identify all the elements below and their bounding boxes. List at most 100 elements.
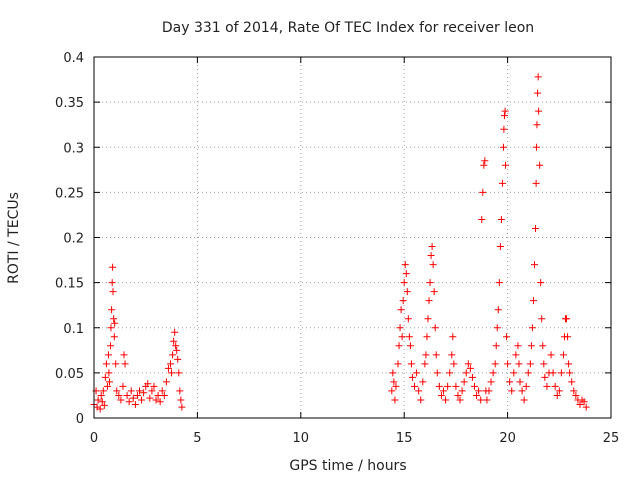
data-point <box>421 360 429 368</box>
data-point <box>395 342 403 350</box>
data-point <box>532 224 540 232</box>
data-point <box>111 319 119 327</box>
x-tick-label: 5 <box>193 431 201 446</box>
data-point <box>572 391 580 399</box>
data-point <box>388 387 396 395</box>
data-point <box>425 297 433 305</box>
data-point <box>485 387 493 395</box>
data-point <box>125 398 133 406</box>
data-point <box>94 396 102 404</box>
data-point <box>454 391 462 399</box>
data-point <box>408 373 416 381</box>
data-point <box>489 369 497 377</box>
data-point <box>105 369 113 377</box>
y-axis-ticks: 0 0.05 0.1 0.15 0.2 0.25 0.3 0.35 0.4 <box>55 51 611 427</box>
y-tick-label: 0.25 <box>55 186 84 201</box>
data-point <box>483 396 491 404</box>
data-point <box>419 378 427 386</box>
data-point <box>473 391 481 399</box>
data-point <box>430 288 438 296</box>
data-point <box>533 143 541 151</box>
data-point <box>537 279 545 287</box>
data-point <box>101 373 109 381</box>
data-point <box>404 315 412 323</box>
data-point <box>570 387 578 395</box>
x-tick-label: 15 <box>396 431 413 446</box>
x-tick-label: 20 <box>499 431 516 446</box>
data-point <box>481 157 489 165</box>
data-point <box>529 297 537 305</box>
data-point <box>500 112 508 120</box>
data-point <box>411 382 419 390</box>
data-point <box>559 351 567 359</box>
data-points <box>90 73 590 413</box>
data-point <box>504 360 512 368</box>
data-point <box>547 351 555 359</box>
data-point <box>450 360 458 368</box>
data-point <box>582 403 590 411</box>
data-point <box>108 279 116 287</box>
data-point <box>466 364 474 372</box>
data-point <box>104 351 112 359</box>
data-point <box>175 369 183 377</box>
data-point <box>399 297 407 305</box>
data-point <box>515 360 523 368</box>
x-axis-ticks: 0 5 10 15 20 25 <box>90 57 619 446</box>
data-point <box>576 400 584 408</box>
data-point <box>480 161 488 169</box>
data-point <box>133 391 141 399</box>
data-point <box>398 333 406 341</box>
data-point <box>442 396 450 404</box>
data-point <box>532 179 540 187</box>
data-point <box>433 369 441 377</box>
x-axis-label: GPS time / hours <box>289 458 406 474</box>
data-point <box>152 396 160 404</box>
data-point <box>146 394 154 402</box>
data-point <box>394 360 402 368</box>
data-point <box>148 387 156 395</box>
data-point <box>413 369 421 377</box>
data-point <box>468 373 476 381</box>
data-point <box>431 324 439 332</box>
data-point <box>428 243 436 251</box>
data-point <box>123 391 131 399</box>
data-point <box>396 324 404 332</box>
data-point <box>121 360 129 368</box>
data-point <box>541 373 549 381</box>
data-point <box>109 263 117 271</box>
chart-title: Day 331 of 2014, Rate Of TEC Index for r… <box>162 20 534 36</box>
data-point <box>580 398 588 406</box>
data-point <box>528 324 536 332</box>
data-point <box>426 279 434 287</box>
data-point <box>150 382 158 390</box>
data-point <box>100 401 108 409</box>
data-point <box>110 315 118 323</box>
data-point <box>389 369 397 377</box>
data-point <box>178 403 186 411</box>
data-point <box>392 382 400 390</box>
data-point <box>512 351 520 359</box>
y-tick-label: 0.35 <box>55 96 84 111</box>
data-point <box>131 400 139 408</box>
data-point <box>96 405 104 413</box>
data-point <box>138 396 146 404</box>
data-point <box>390 378 398 386</box>
data-point <box>518 387 526 395</box>
data-point <box>164 364 172 372</box>
data-point <box>402 270 410 278</box>
data-point <box>487 378 495 386</box>
data-point <box>435 382 443 390</box>
data-point <box>144 380 152 388</box>
data-point <box>135 387 143 395</box>
data-point <box>168 369 176 377</box>
data-point <box>479 188 487 196</box>
data-point <box>127 387 135 395</box>
data-point <box>493 324 501 332</box>
data-point <box>534 73 542 81</box>
data-point <box>391 396 399 404</box>
data-point <box>407 360 415 368</box>
data-point <box>115 391 123 399</box>
grid-lines <box>94 57 611 418</box>
